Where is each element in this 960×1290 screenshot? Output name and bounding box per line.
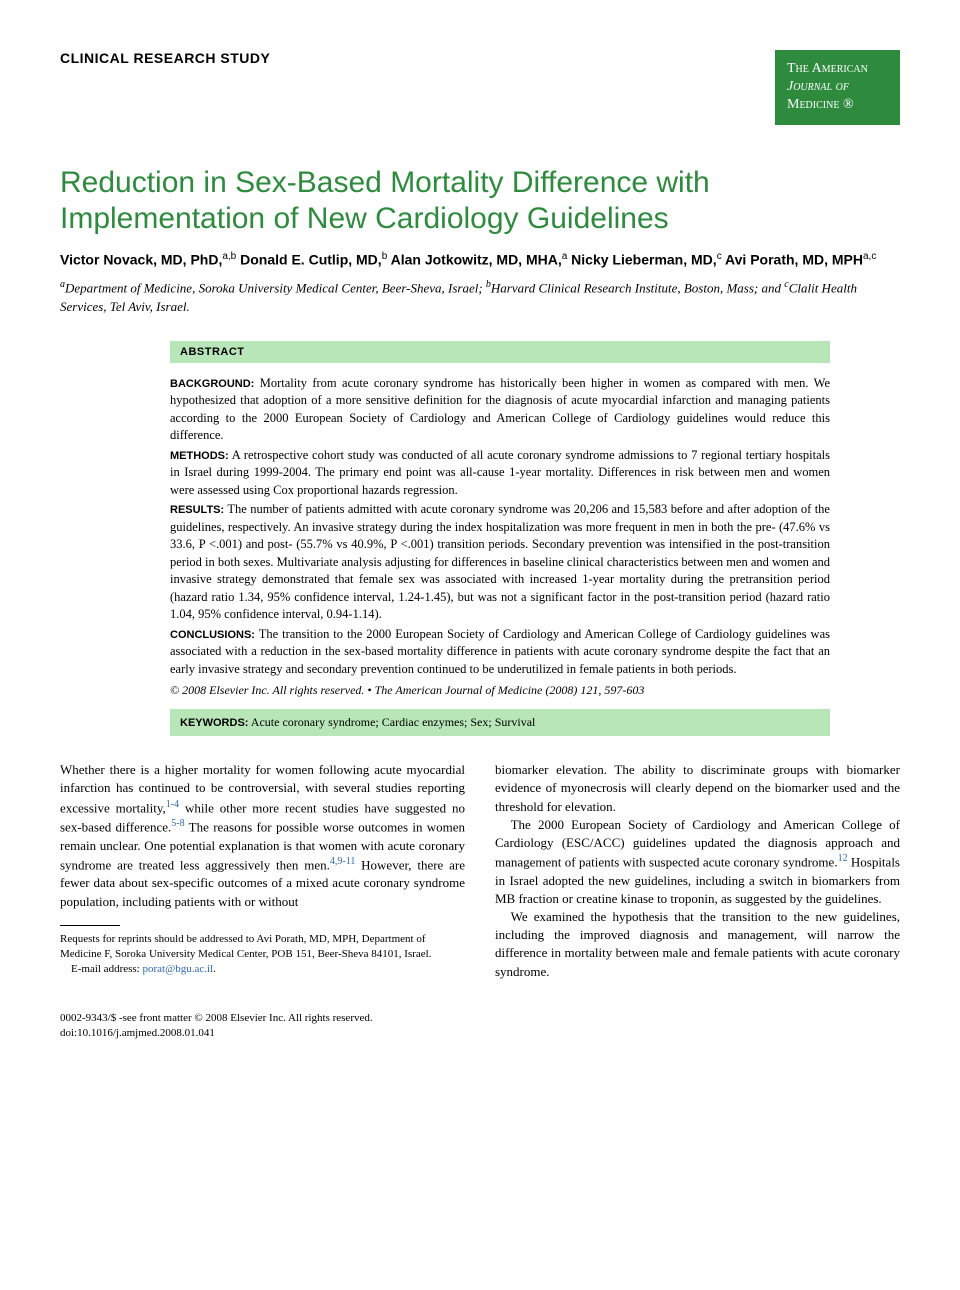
authors: Victor Novack, MD, PhD,a,b Donald E. Cut… (60, 249, 900, 271)
left-column: Whether there is a higher mortality for … (60, 761, 465, 981)
keywords-bar: KEYWORDS: Acute coronary syndrome; Cardi… (170, 709, 830, 736)
conclusions-text: The transition to the 2000 European Soci… (170, 627, 830, 676)
journal-line3: Medicine ® (787, 96, 888, 114)
abstract-label: ABSTRACT (170, 341, 830, 363)
methods-label: METHODS: (170, 450, 229, 462)
background-text: Mortality from acute coronary syndrome h… (170, 376, 830, 443)
background-label: BACKGROUND: (170, 378, 254, 390)
email-link[interactable]: porat@bgu.ac.il (142, 963, 213, 975)
email-note: E-mail address: porat@bgu.ac.il. (60, 962, 465, 977)
body-para-1: Whether there is a higher mortality for … (60, 761, 465, 910)
footnotes: Requests for reprints should be addresse… (60, 932, 465, 978)
doi-line: doi:10.1016/j.amjmed.2008.01.041 (60, 1026, 900, 1041)
conclusions-label: CONCLUSIONS: (170, 629, 255, 641)
journal-badge: The American Journal of Medicine ® (775, 50, 900, 125)
body-para-2: biomarker elevation. The ability to disc… (495, 761, 900, 816)
right-column: biomarker elevation. The ability to disc… (495, 761, 900, 981)
bottom-meta: 0002-9343/$ -see front matter © 2008 Els… (60, 1011, 900, 1042)
section-label: CLINICAL RESEARCH STUDY (60, 50, 270, 66)
footnote-separator (60, 925, 120, 926)
article-title: Reduction in Sex-Based Mortality Differe… (60, 165, 900, 237)
copyright-line: © 2008 Elsevier Inc. All rights reserved… (170, 682, 830, 699)
body-columns: Whether there is a higher mortality for … (60, 761, 900, 981)
header-row: CLINICAL RESEARCH STUDY The American Jou… (60, 50, 900, 125)
results-label: RESULTS: (170, 504, 224, 516)
keywords-text: Acute coronary syndrome; Cardiac enzymes… (251, 715, 536, 729)
keywords-label: KEYWORDS: (180, 717, 248, 729)
journal-line2: Journal of (787, 78, 888, 96)
journal-line1: The American (787, 60, 888, 78)
affiliations: aDepartment of Medicine, Soroka Universi… (60, 278, 900, 316)
body-para-3: The 2000 European Society of Cardiology … (495, 816, 900, 908)
reprint-note: Requests for reprints should be addresse… (60, 932, 465, 963)
results-text: The number of patients admitted with acu… (170, 502, 830, 621)
abstract-container: ABSTRACT BACKGROUND: Mortality from acut… (170, 341, 830, 736)
issn-line: 0002-9343/$ -see front matter © 2008 Els… (60, 1011, 900, 1026)
methods-text: A retrospective cohort study was conduct… (170, 448, 830, 497)
abstract-body: BACKGROUND: Mortality from acute coronar… (170, 363, 830, 699)
body-para-4: We examined the hypothesis that the tran… (495, 908, 900, 981)
